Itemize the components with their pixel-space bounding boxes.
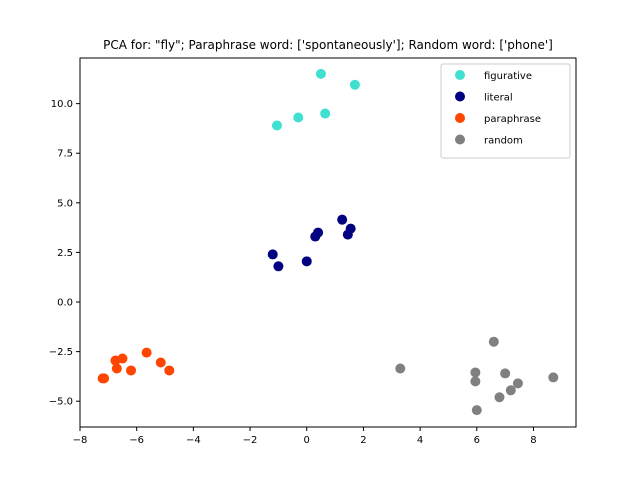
- legend-label-literal: literal: [484, 93, 513, 104]
- random-point: [395, 363, 406, 374]
- random-point: [471, 405, 482, 416]
- x-tick-label: −4: [186, 435, 201, 446]
- random-point: [505, 385, 516, 396]
- legend-label-random: random: [484, 136, 523, 147]
- legend-box: [440, 63, 571, 159]
- points-layer: [97, 68, 559, 416]
- legend-label-paraphrase: paraphrase: [484, 114, 541, 125]
- figurative-point: [349, 79, 360, 90]
- random-point: [470, 376, 481, 387]
- paraphrase-point: [164, 365, 175, 376]
- x-tick-label: 8: [530, 435, 536, 446]
- literal-point: [337, 214, 348, 225]
- legend-marker-literal: [455, 91, 465, 102]
- legend-label-figurative: figurative: [484, 71, 532, 82]
- paraphrase-point: [117, 353, 128, 364]
- figurative-point: [315, 68, 326, 79]
- chart-title: PCA for: "fly"; Paraphrase word: ['spont…: [103, 38, 553, 52]
- y-axis-ticks: −5.0 −2.5 0.0 2.5 5.0 7.5 10.0: [49, 99, 80, 408]
- literal-point: [345, 223, 356, 234]
- paraphrase-point: [111, 363, 122, 374]
- figurative-point: [271, 120, 282, 131]
- paraphrase-point: [141, 347, 152, 358]
- y-tick-label: 2.5: [57, 248, 73, 259]
- figurative-point: [320, 108, 331, 119]
- x-tick-label: 2: [360, 435, 366, 446]
- x-tick-label: −2: [243, 435, 258, 446]
- literal-point: [301, 256, 312, 267]
- y-tick-label: 0.0: [57, 298, 73, 309]
- literal-point: [273, 261, 284, 272]
- legend-marker-paraphrase: [455, 113, 465, 123]
- x-tick-label: 0: [304, 435, 310, 446]
- paraphrase-point: [155, 357, 166, 368]
- random-point: [500, 368, 511, 379]
- y-tick-label: 10.0: [51, 99, 73, 110]
- paraphrase-point: [99, 373, 110, 384]
- random-point: [470, 367, 481, 378]
- random-point: [488, 336, 499, 347]
- x-axis-ticks: −8 −6 −4 −2 0 2 4 6 8: [73, 427, 537, 446]
- y-tick-label: 7.5: [57, 149, 73, 160]
- y-tick-label: −5.0: [49, 397, 73, 408]
- x-tick-label: 4: [417, 435, 423, 446]
- figurative-point: [293, 112, 304, 123]
- random-point: [548, 372, 559, 383]
- paraphrase-point: [126, 365, 137, 376]
- literal-point: [267, 249, 278, 260]
- x-tick-label: −6: [129, 435, 144, 446]
- y-tick-label: 5.0: [57, 198, 73, 209]
- legend-marker-figurative: [455, 70, 465, 80]
- literal-point: [313, 227, 324, 238]
- x-tick-label: 6: [474, 435, 480, 446]
- plot-area-frame: [79, 57, 577, 428]
- y-tick-label: −2.5: [49, 347, 73, 358]
- random-point: [512, 378, 523, 389]
- legend: figurative literal paraphrase random: [440, 63, 571, 159]
- x-tick-label: −8: [73, 435, 88, 446]
- legend-marker-random: [455, 134, 465, 145]
- random-point: [494, 392, 505, 403]
